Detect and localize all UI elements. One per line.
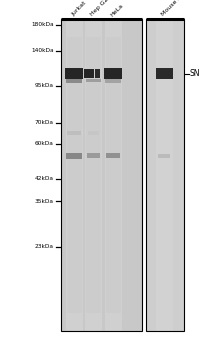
- Bar: [105, 79, 121, 83]
- Bar: [66, 153, 82, 159]
- Bar: [61, 19, 142, 331]
- Text: 35kDa: 35kDa: [35, 199, 54, 204]
- Text: SND1: SND1: [189, 69, 200, 78]
- Bar: [146, 19, 184, 331]
- Bar: [142, 19, 146, 331]
- Bar: [95, 69, 100, 78]
- Text: 70kDa: 70kDa: [35, 120, 54, 125]
- Bar: [86, 78, 101, 82]
- Bar: [158, 154, 170, 158]
- Bar: [106, 153, 120, 158]
- Text: Hep G2: Hep G2: [89, 0, 110, 18]
- Bar: [85, 19, 102, 331]
- Text: Jurkat: Jurkat: [70, 1, 87, 18]
- Bar: [86, 153, 100, 158]
- Bar: [66, 19, 83, 331]
- Text: 23kDa: 23kDa: [35, 244, 54, 249]
- Text: 42kDa: 42kDa: [35, 176, 54, 181]
- Bar: [61, 19, 142, 331]
- Text: 140kDa: 140kDa: [31, 48, 54, 53]
- Bar: [156, 68, 173, 79]
- Bar: [104, 19, 122, 331]
- Text: 180kDa: 180kDa: [31, 22, 54, 27]
- Bar: [84, 69, 94, 78]
- Text: 95kDa: 95kDa: [35, 83, 54, 88]
- Text: HeLa: HeLa: [109, 3, 124, 18]
- Bar: [66, 37, 82, 313]
- Bar: [88, 131, 98, 135]
- Bar: [106, 37, 120, 313]
- Bar: [66, 79, 82, 83]
- Bar: [86, 37, 101, 313]
- Text: 60kDa: 60kDa: [35, 141, 54, 146]
- Bar: [65, 68, 83, 79]
- Bar: [146, 19, 184, 331]
- Bar: [156, 19, 173, 331]
- Text: Mouse spleen: Mouse spleen: [161, 0, 195, 18]
- Bar: [67, 131, 81, 135]
- Bar: [104, 68, 122, 79]
